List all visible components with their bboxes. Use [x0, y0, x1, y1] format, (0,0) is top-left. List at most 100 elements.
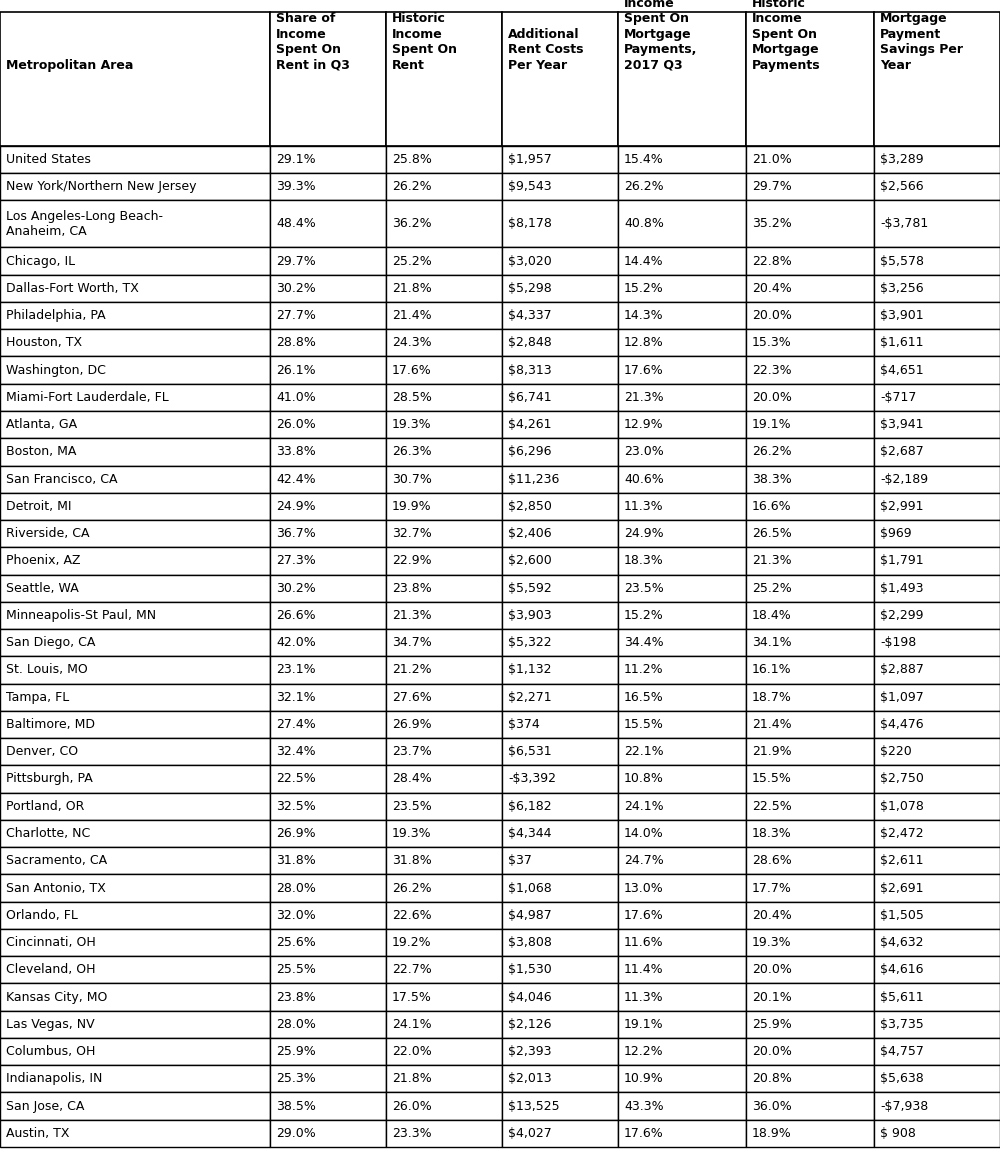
Text: Mortgage
Payment
Savings Per
Year: Mortgage Payment Savings Per Year — [880, 13, 963, 71]
Text: Portland, OR: Portland, OR — [6, 799, 84, 813]
Text: 27.4%: 27.4% — [276, 718, 316, 732]
Bar — [502, 1066, 618, 1092]
Text: Phoenix, AZ: Phoenix, AZ — [6, 554, 80, 568]
Text: $4,046: $4,046 — [508, 991, 552, 1003]
Text: $2,393: $2,393 — [508, 1045, 552, 1058]
Text: $2,991: $2,991 — [880, 500, 924, 513]
Text: 16.1%: 16.1% — [752, 664, 792, 676]
Text: $2,687: $2,687 — [880, 446, 924, 458]
Bar — [270, 520, 386, 547]
Bar — [746, 493, 874, 520]
Text: $2,299: $2,299 — [880, 609, 924, 622]
Text: Historic
Income
Spent On
Rent: Historic Income Spent On Rent — [392, 13, 457, 71]
Bar — [270, 384, 386, 411]
Bar — [746, 146, 874, 173]
Bar — [502, 711, 618, 738]
Text: 21.8%: 21.8% — [392, 1073, 432, 1085]
Text: 24.9%: 24.9% — [624, 528, 664, 540]
Text: $5,611: $5,611 — [880, 991, 924, 1003]
Bar — [502, 493, 618, 520]
Bar — [270, 601, 386, 629]
Bar — [746, 384, 874, 411]
Text: 26.9%: 26.9% — [392, 718, 432, 732]
Bar — [0, 847, 270, 874]
Text: 39.3%: 39.3% — [276, 180, 316, 194]
Text: $13,525: $13,525 — [508, 1100, 560, 1113]
Text: Sacramento, CA: Sacramento, CA — [6, 855, 107, 867]
Text: $3,901: $3,901 — [880, 309, 924, 323]
Bar — [386, 12, 502, 146]
Bar — [502, 1010, 618, 1038]
Text: $1,505: $1,505 — [880, 909, 924, 922]
Text: $6,741: $6,741 — [508, 391, 552, 404]
Bar — [386, 274, 502, 302]
Text: 30.2%: 30.2% — [276, 582, 316, 594]
Text: 25.9%: 25.9% — [276, 1045, 316, 1058]
Bar — [270, 302, 386, 329]
Text: 22.7%: 22.7% — [392, 963, 432, 976]
Bar — [386, 493, 502, 520]
Text: 22.0%: 22.0% — [392, 1045, 432, 1058]
Bar — [270, 146, 386, 173]
Text: 20.0%: 20.0% — [752, 1045, 792, 1058]
Text: 36.0%: 36.0% — [752, 1100, 792, 1113]
Bar — [746, 302, 874, 329]
Text: $2,126: $2,126 — [508, 1018, 552, 1031]
Bar — [386, 356, 502, 384]
Bar — [618, 356, 746, 384]
Text: 34.7%: 34.7% — [392, 636, 432, 650]
Text: $374: $374 — [508, 718, 540, 732]
Bar — [746, 547, 874, 575]
Bar — [0, 248, 270, 274]
Bar — [0, 984, 270, 1010]
Bar — [386, 956, 502, 984]
Bar — [0, 765, 270, 793]
Text: $2,850: $2,850 — [508, 500, 552, 513]
Text: 21.9%: 21.9% — [752, 745, 792, 758]
Text: Columbus, OH: Columbus, OH — [6, 1045, 95, 1058]
Bar — [746, 465, 874, 493]
Text: $4,616: $4,616 — [880, 963, 924, 976]
Text: 10.9%: 10.9% — [624, 1073, 664, 1085]
Bar — [270, 929, 386, 956]
Text: Minneapolis-St Paul, MN: Minneapolis-St Paul, MN — [6, 609, 156, 622]
Text: Tampa, FL: Tampa, FL — [6, 691, 69, 704]
Text: Riverside, CA: Riverside, CA — [6, 528, 90, 540]
Bar — [270, 200, 386, 248]
Text: 29.0%: 29.0% — [276, 1127, 316, 1139]
Bar — [618, 411, 746, 438]
Text: Denver, CO: Denver, CO — [6, 745, 78, 758]
Bar — [502, 274, 618, 302]
Text: United States: United States — [6, 153, 91, 166]
Text: Share of
Income
Spent On
Rent in Q3: Share of Income Spent On Rent in Q3 — [276, 13, 350, 71]
Bar — [270, 765, 386, 793]
Bar — [270, 248, 386, 274]
Bar — [746, 902, 874, 929]
Bar — [502, 984, 618, 1010]
Bar — [386, 411, 502, 438]
Bar — [874, 12, 1000, 146]
Bar — [270, 329, 386, 356]
Text: 34.4%: 34.4% — [624, 636, 664, 650]
Bar — [386, 384, 502, 411]
Bar — [270, 902, 386, 929]
Bar — [386, 793, 502, 820]
Text: $1,957: $1,957 — [508, 153, 552, 166]
Text: 43.3%: 43.3% — [624, 1100, 664, 1113]
Bar — [386, 200, 502, 248]
Text: $37: $37 — [508, 855, 532, 867]
Bar — [386, 465, 502, 493]
Text: -$198: -$198 — [880, 636, 916, 650]
Bar — [874, 547, 1000, 575]
Bar — [618, 1010, 746, 1038]
Bar — [618, 1092, 746, 1120]
Bar — [874, 465, 1000, 493]
Bar — [502, 12, 618, 146]
Bar — [386, 1092, 502, 1120]
Text: 27.6%: 27.6% — [392, 691, 432, 704]
Bar — [386, 711, 502, 738]
Text: 27.7%: 27.7% — [276, 309, 316, 323]
Text: 15.4%: 15.4% — [624, 153, 664, 166]
Text: 35.2%: 35.2% — [752, 218, 792, 230]
Bar — [618, 601, 746, 629]
